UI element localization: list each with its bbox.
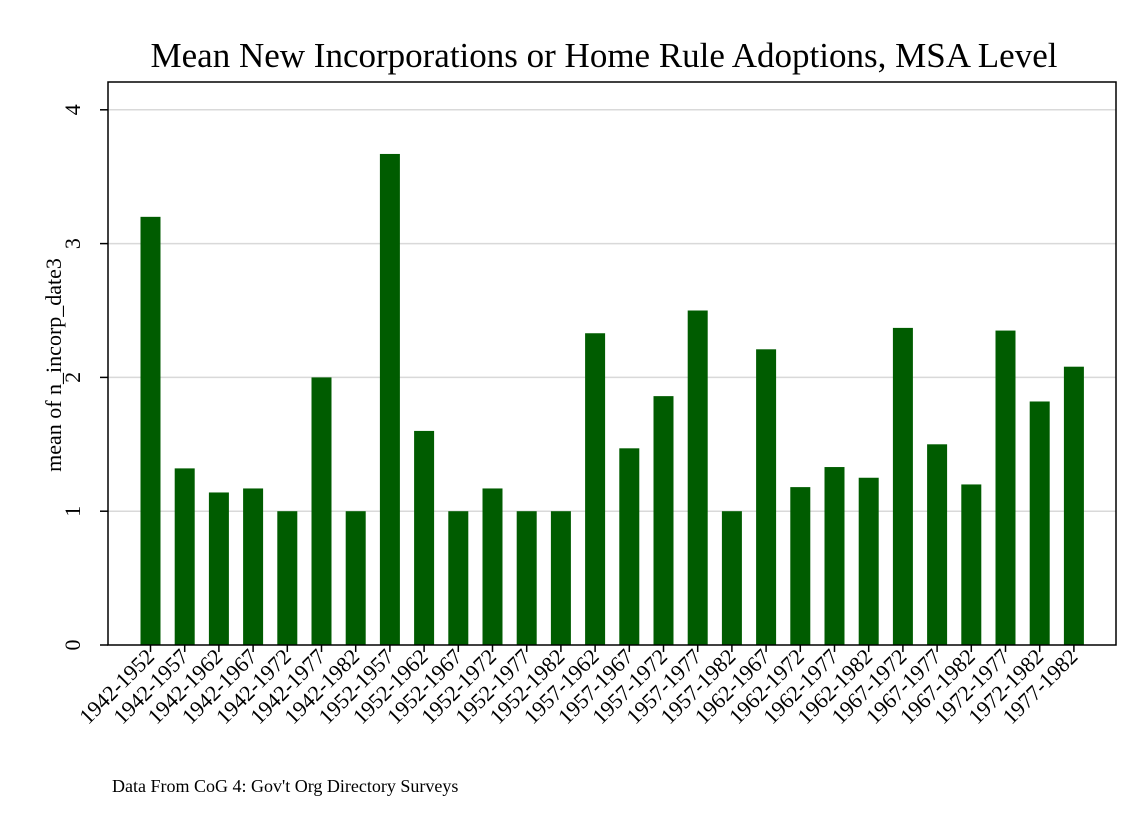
bar — [379, 153, 400, 646]
bar — [140, 216, 161, 645]
bar — [1063, 366, 1084, 645]
bar — [858, 477, 879, 645]
bar — [345, 511, 366, 645]
bar — [243, 488, 264, 645]
source-note: Data From CoG 4: Gov't Org Directory Sur… — [112, 776, 458, 796]
bar — [311, 377, 332, 645]
bar — [585, 333, 606, 645]
y-tick-label: 2 — [60, 372, 85, 383]
bar — [174, 468, 195, 645]
bar — [414, 430, 435, 645]
chart-title: Mean New Incorporations or Home Rule Ado… — [151, 36, 1058, 75]
bar — [927, 444, 948, 645]
bar — [721, 511, 742, 645]
bar — [824, 467, 845, 645]
bar — [516, 511, 537, 645]
bars — [140, 153, 1084, 646]
y-axis-ticks: 0 1 2 3 4 — [60, 104, 108, 651]
bar — [208, 492, 229, 645]
bar — [687, 310, 708, 645]
bar — [482, 488, 503, 645]
y-tick-label: 1 — [60, 506, 85, 517]
bar — [619, 448, 640, 645]
bar — [995, 330, 1016, 645]
bar — [550, 511, 571, 645]
grid-lines — [108, 109, 1116, 512]
bar — [961, 484, 982, 645]
y-tick-label: 0 — [60, 640, 85, 651]
y-tick-label: 4 — [60, 104, 85, 115]
bar — [448, 511, 469, 645]
bar — [790, 487, 811, 645]
bar — [277, 511, 298, 645]
x-axis-ticks: 1942-19521942-19571942-19621942-19671942… — [74, 644, 1082, 729]
bar — [756, 349, 777, 645]
bar — [1029, 401, 1050, 645]
bar — [653, 396, 674, 645]
bar — [892, 327, 913, 645]
plot-frame — [107, 81, 1117, 646]
y-tick-label: 3 — [60, 238, 85, 249]
y-axis-label: mean of n_incorp_date3 — [41, 258, 66, 472]
